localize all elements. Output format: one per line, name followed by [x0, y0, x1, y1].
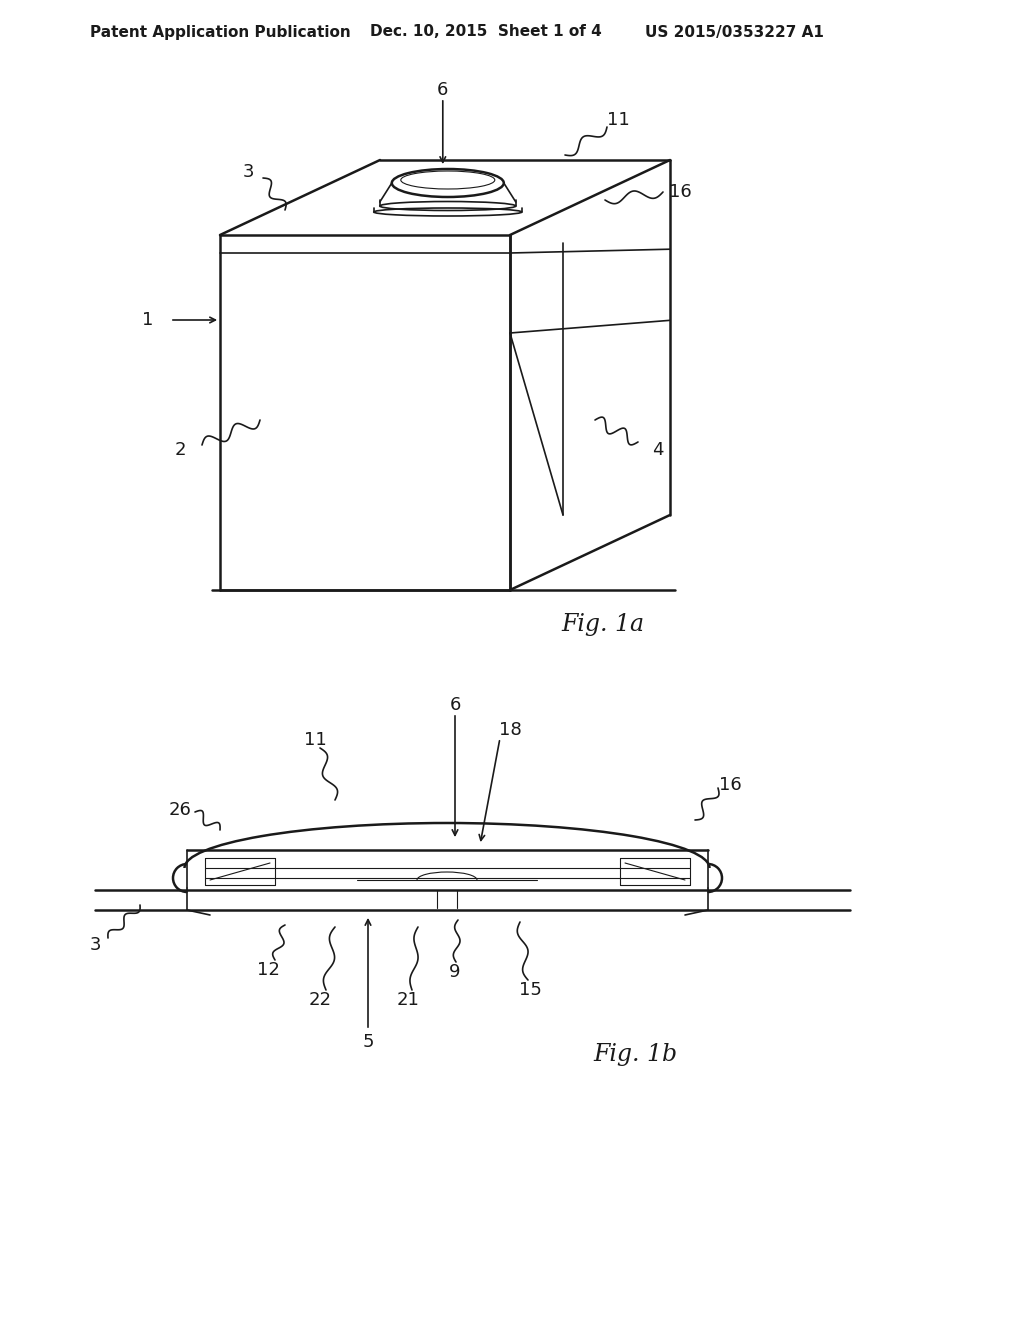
Text: 6: 6: [450, 696, 461, 714]
Text: Patent Application Publication: Patent Application Publication: [90, 25, 351, 40]
Text: 11: 11: [304, 731, 327, 748]
Text: 15: 15: [518, 981, 542, 999]
Text: 16: 16: [719, 776, 741, 795]
Text: 1: 1: [142, 312, 154, 329]
Text: 6: 6: [437, 81, 449, 99]
Text: 9: 9: [450, 964, 461, 981]
Text: US 2015/0353227 A1: US 2015/0353227 A1: [645, 25, 824, 40]
Text: 3: 3: [89, 936, 100, 954]
Text: 4: 4: [652, 441, 664, 459]
Text: 12: 12: [257, 961, 280, 979]
Text: 3: 3: [243, 162, 254, 181]
Text: Dec. 10, 2015  Sheet 1 of 4: Dec. 10, 2015 Sheet 1 of 4: [370, 25, 602, 40]
Text: 2: 2: [174, 441, 185, 459]
Text: 16: 16: [669, 183, 691, 201]
Text: 21: 21: [396, 991, 420, 1008]
Text: Fig. 1b: Fig. 1b: [593, 1044, 677, 1067]
Text: 11: 11: [606, 111, 630, 129]
Text: 18: 18: [499, 721, 521, 739]
Text: 22: 22: [308, 991, 332, 1008]
Text: 26: 26: [169, 801, 191, 818]
Text: Fig. 1a: Fig. 1a: [561, 614, 644, 636]
Text: 5: 5: [362, 1034, 374, 1051]
